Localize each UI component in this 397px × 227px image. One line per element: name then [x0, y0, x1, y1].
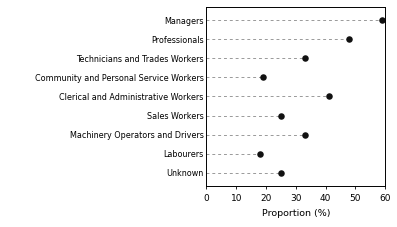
X-axis label: Proportion (%): Proportion (%)	[262, 209, 330, 218]
Point	[346, 37, 353, 41]
Point	[278, 171, 284, 175]
Point	[257, 152, 263, 155]
Point	[325, 95, 331, 98]
Point	[302, 57, 308, 60]
Point	[260, 76, 266, 79]
Point	[379, 18, 385, 22]
Point	[278, 114, 284, 117]
Point	[302, 133, 308, 136]
